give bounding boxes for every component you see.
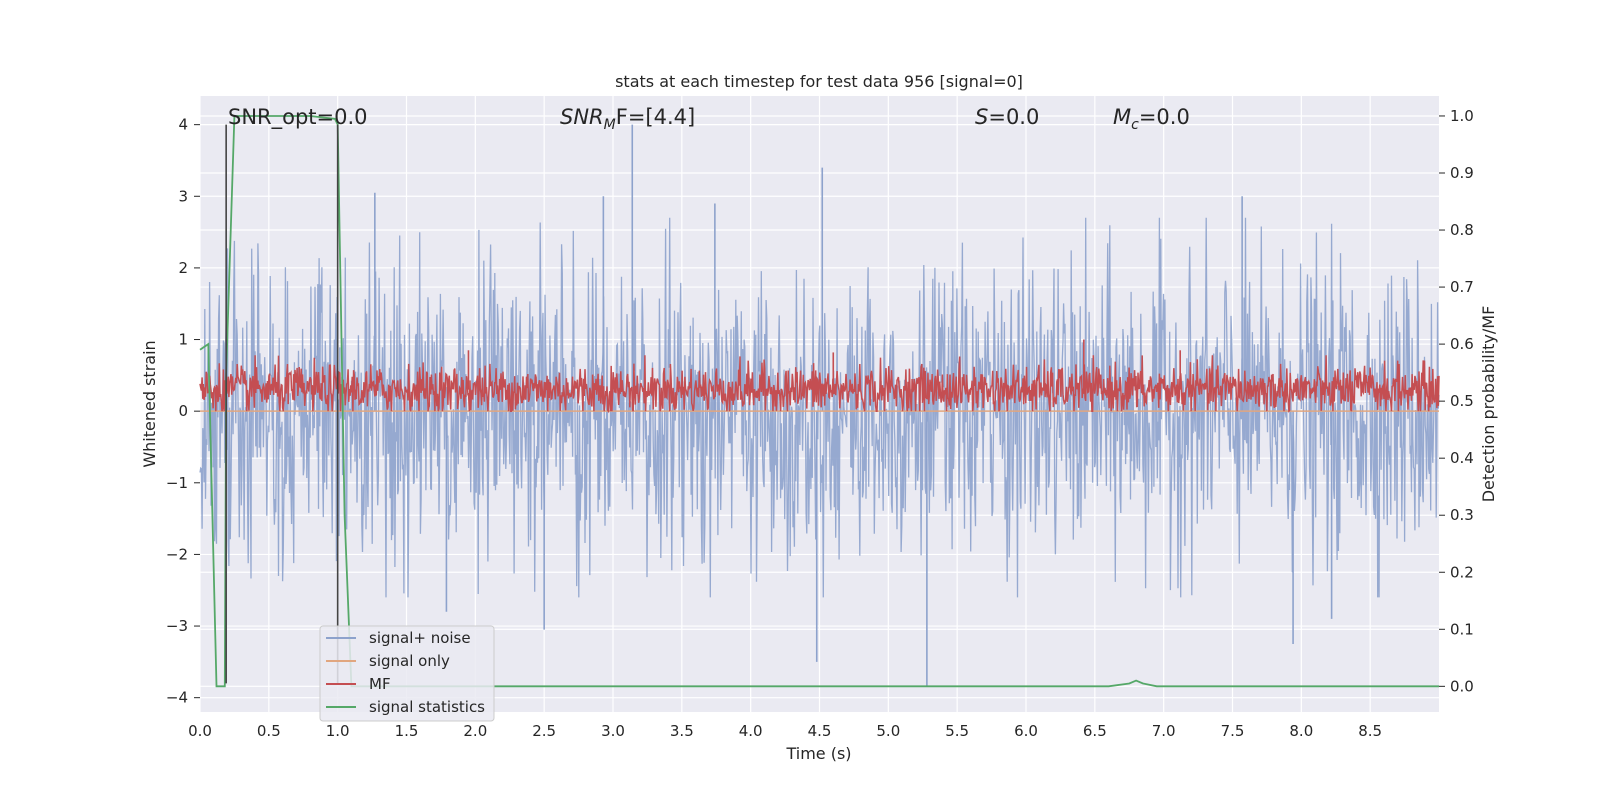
y2-axis-ticks: 1.0 0.9 0.8 0.7 0.6 0.5 0.4 0.3 0.2 0.1 0.0 [1439, 107, 1474, 695]
y-tick-label: −1 [166, 474, 188, 492]
x-tick-label: 2.5 [532, 722, 556, 740]
x-tick-label: 1.5 [395, 722, 419, 740]
y-tick-label: −4 [166, 689, 188, 707]
y-tick-label: 0 [178, 402, 188, 420]
x-tick-label: 3.5 [670, 722, 694, 740]
y-axis-ticks: 4 3 2 1 0 −1 −2 −3 −4 [166, 116, 200, 707]
y2-tick-label: 0.4 [1450, 449, 1474, 467]
x-tick-label: 5.0 [876, 722, 900, 740]
y2-tick-label: 0.0 [1450, 677, 1474, 695]
series-mf-line [199, 355, 1440, 414]
x-tick-label: 5.5 [945, 722, 969, 740]
y-tick-label: −3 [166, 617, 188, 635]
y2-tick-label: 0.3 [1450, 506, 1474, 524]
annotation-snr-opt: SNR_opt=0.0 [228, 105, 368, 130]
annotation-snr-mf-sub: M [604, 117, 616, 133]
x-tick-label: 7.5 [1221, 722, 1245, 740]
y2-tick-label: 0.8 [1450, 221, 1474, 239]
y2-tick-label: 0.7 [1450, 278, 1474, 296]
y2-axis-label: Detection probability/MF [1479, 306, 1498, 503]
annotation-s: S=0.0 [975, 105, 1039, 129]
legend-label-signal-statistics: signal statistics [369, 698, 485, 716]
series-signal-statistics-line [199, 115, 1439, 688]
y2-tick-label: 0.5 [1450, 392, 1474, 410]
x-tick-label: 6.5 [1083, 722, 1107, 740]
x-axis-ticks: 0.0 0.5 1.0 1.5 2.0 2.5 3.0 3.5 4.0 4.5 5.0 5.5 6.0 6… [188, 722, 1382, 740]
y2-tick-label: 0.2 [1450, 563, 1474, 581]
y-tick-label: 1 [178, 331, 188, 349]
annotation-s-rest: =0.0 [988, 105, 1039, 129]
x-tick-label: 8.0 [1289, 722, 1313, 740]
legend: signal+ noise signal only MF signal stat… [319, 625, 495, 722]
y2-tick-label: 0.6 [1450, 335, 1474, 353]
annotation-mc-main: M [1113, 105, 1131, 129]
annotation-snr-mf-main: SNR [560, 105, 604, 129]
x-tick-label: 0.5 [257, 722, 281, 740]
annotation-mc-sub: c [1131, 117, 1139, 133]
annotation-mc-rest: =0.0 [1139, 105, 1190, 129]
x-tick-label: 6.0 [1014, 722, 1038, 740]
annotation-mc: Mc=0.0 [1113, 105, 1190, 133]
y-tick-label: 4 [178, 116, 188, 134]
window-markers [225, 124, 339, 684]
annotation-s-main: S [975, 105, 988, 129]
x-tick-label: 4.5 [808, 722, 832, 740]
y2-tick-label: 0.9 [1450, 164, 1474, 182]
annotation-snr-mf: SNRMF=[4.4] [560, 105, 695, 133]
legend-box [319, 625, 495, 722]
x-tick-label: 7.0 [1152, 722, 1176, 740]
y-axis-label: Whitened strain [140, 340, 159, 467]
x-tick-label: 8.5 [1358, 722, 1382, 740]
y2-tick-label: 1.0 [1450, 107, 1474, 125]
x-tick-label: 4.0 [739, 722, 763, 740]
data-series [199, 115, 1440, 688]
legend-label-signal-noise: signal+ noise [369, 629, 471, 647]
annotation-snr-mf-rest: F=[4.4] [616, 105, 695, 129]
x-tick-label: 3.0 [601, 722, 625, 740]
y2-tick-label: 0.1 [1450, 620, 1474, 638]
chart-title: stats at each timestep for test data 956… [615, 72, 1023, 91]
legend-label-mf: MF [369, 675, 391, 693]
x-axis-label: Time (s) [785, 744, 851, 763]
x-tick-label: 1.0 [326, 722, 350, 740]
y-tick-label: 3 [178, 187, 188, 205]
y-tick-label: −2 [166, 545, 188, 563]
y-tick-label: 2 [178, 259, 188, 277]
x-tick-label: 0.0 [188, 722, 212, 740]
legend-label-signal-only: signal only [369, 652, 450, 670]
x-tick-label: 2.0 [463, 722, 487, 740]
